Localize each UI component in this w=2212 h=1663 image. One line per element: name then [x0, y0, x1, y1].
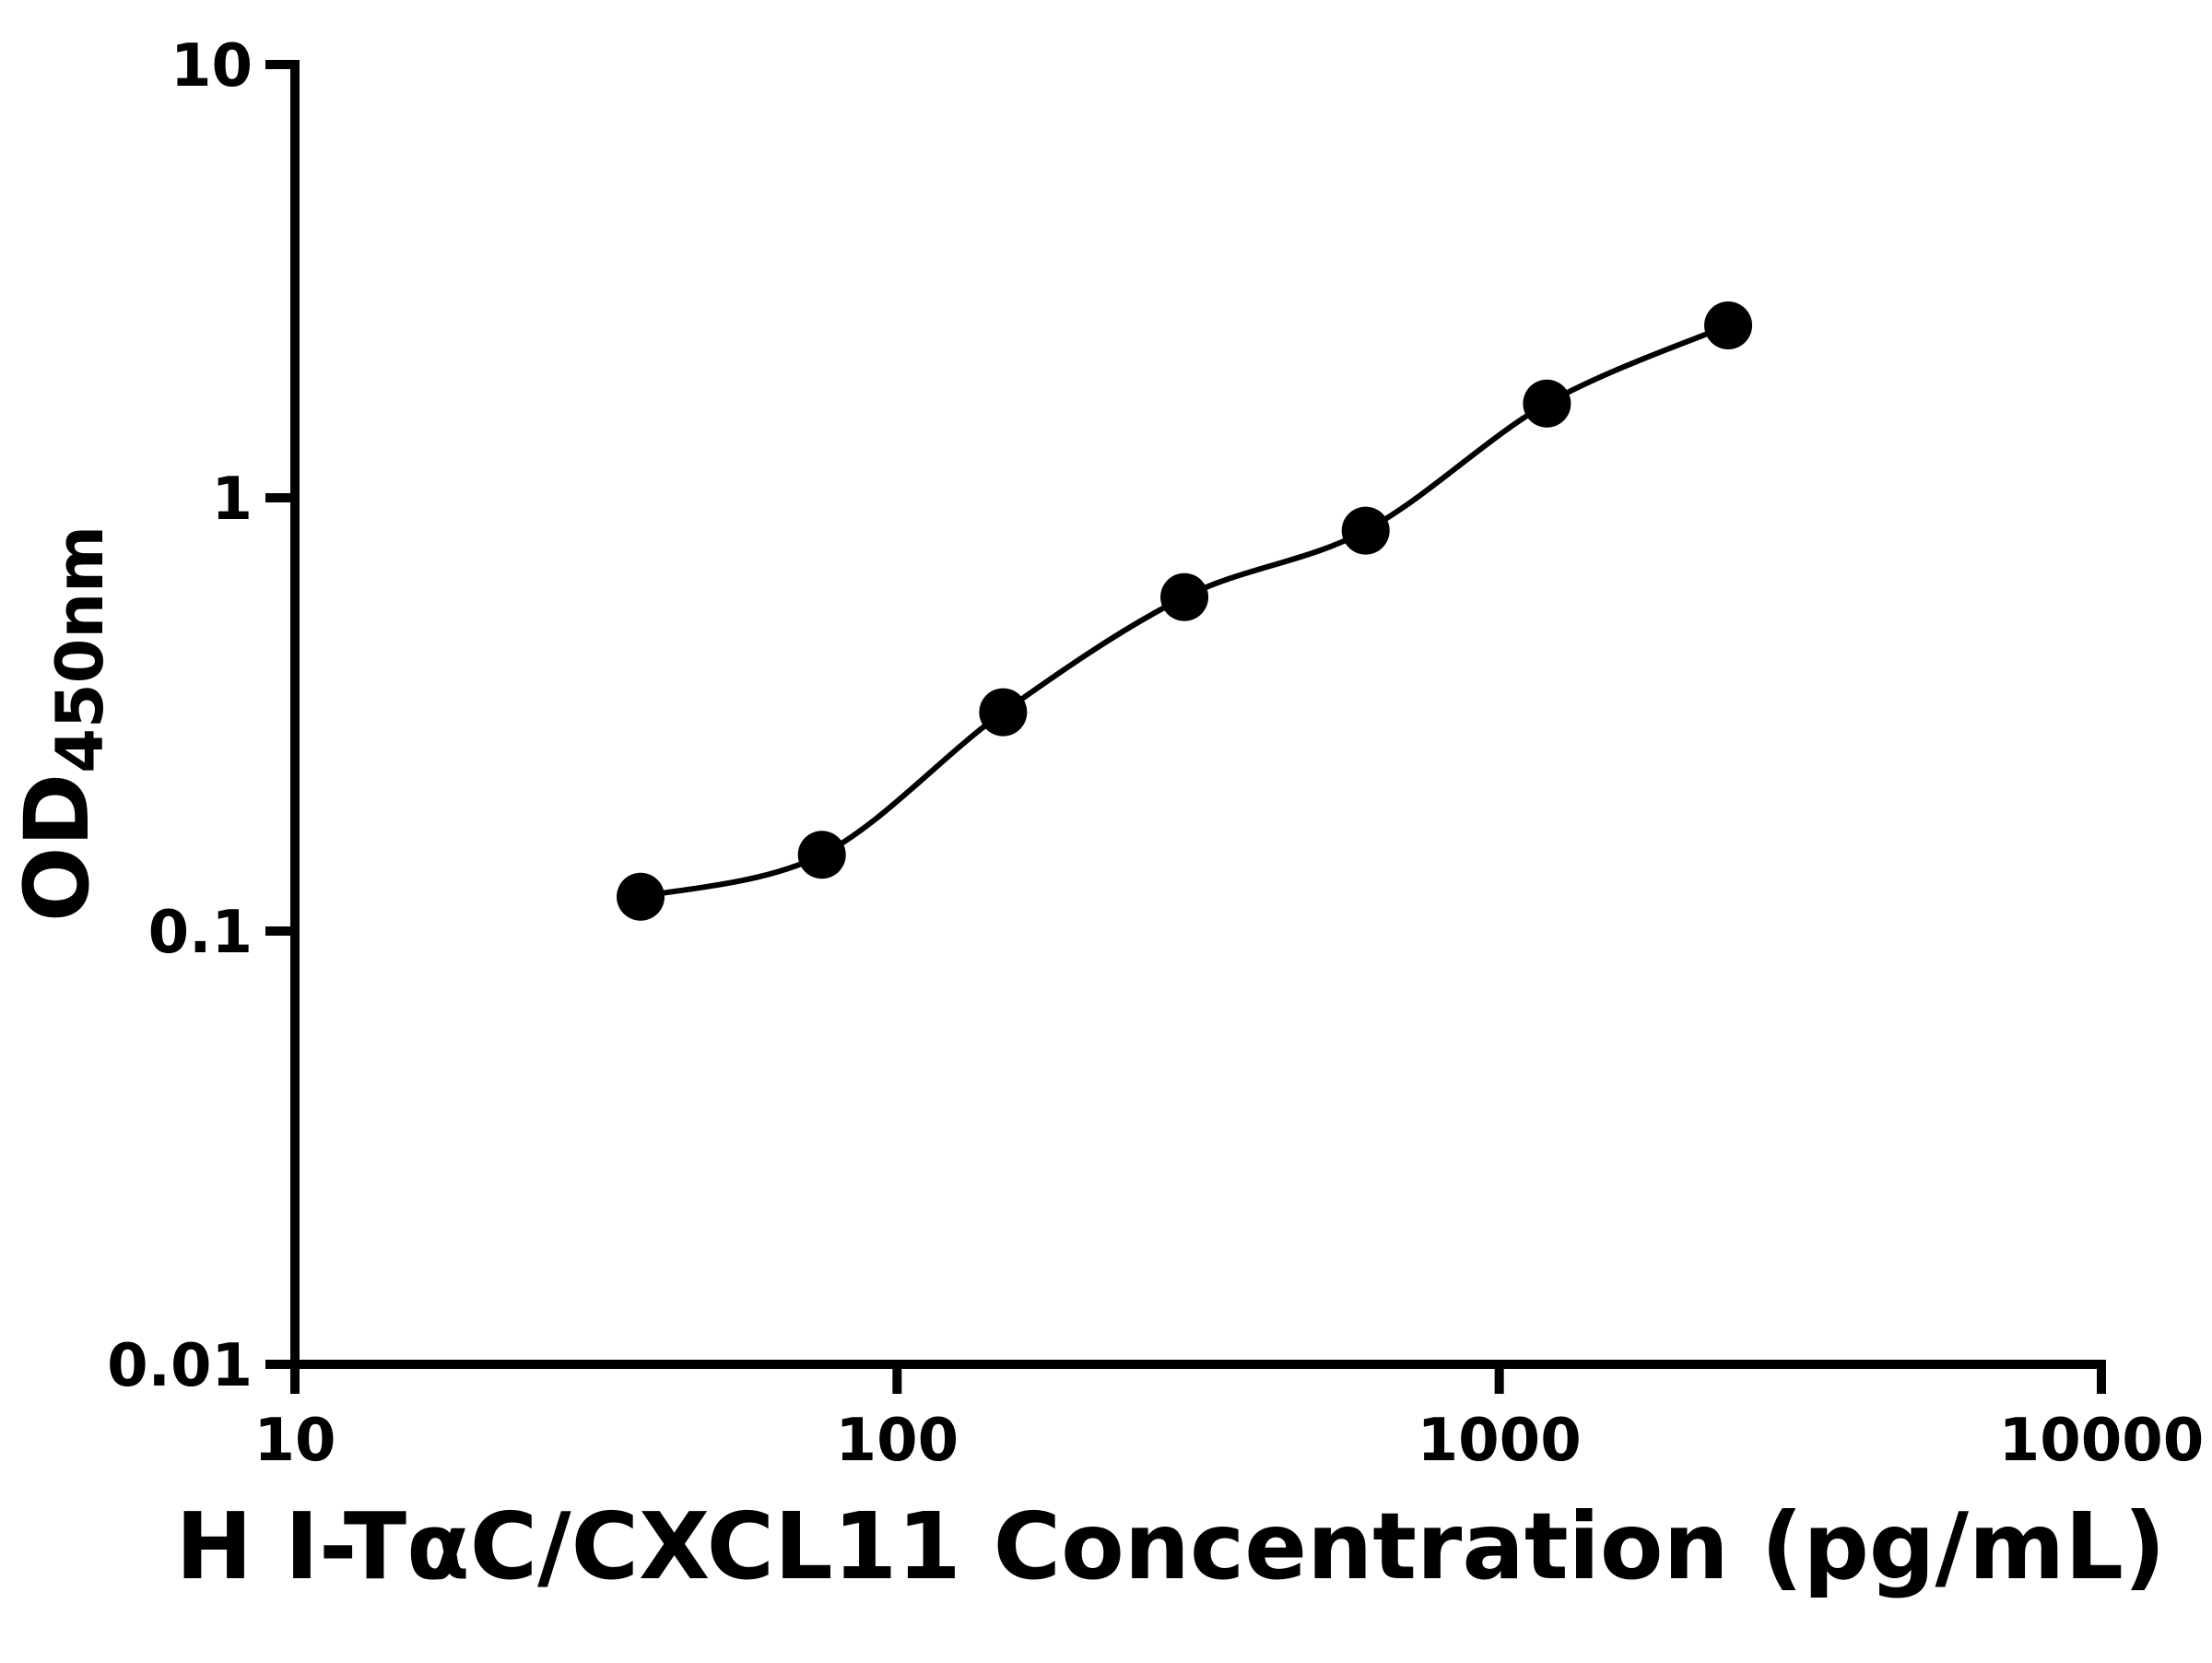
x-tick-label: 1000 [1418, 1407, 1582, 1475]
y-tick-label: 1 [211, 466, 253, 534]
data-point [979, 688, 1028, 737]
data-point [1523, 379, 1571, 428]
data-point [617, 872, 665, 921]
tick-labels: 10 100 1000 10000 0.01 0.1 1 10 [107, 32, 2204, 1475]
y-tick-label: 0.1 [148, 899, 253, 967]
y-tick-label: 0.01 [107, 1332, 253, 1400]
x-tick-label: 100 [836, 1407, 959, 1475]
axis-frame [290, 60, 2106, 1369]
x-tick-label: 10000 [1999, 1407, 2205, 1475]
data-point [797, 831, 846, 879]
y-axis-title-subscript: 450nm [42, 525, 118, 773]
y-axis-title-main: OD [6, 773, 109, 922]
axes [265, 60, 2106, 1394]
y-tick-label: 10 [171, 32, 253, 100]
data-point [1160, 572, 1209, 621]
x-axis-title: H I-TαC/CXCL11 Concentration (pg/mL) [175, 1492, 2165, 1600]
data-points-layer [617, 301, 1753, 921]
y-axis-title: OD450nm [6, 525, 118, 922]
x-tick-label: 10 [253, 1407, 335, 1475]
data-point [1341, 506, 1390, 555]
data-point [1704, 301, 1753, 349]
